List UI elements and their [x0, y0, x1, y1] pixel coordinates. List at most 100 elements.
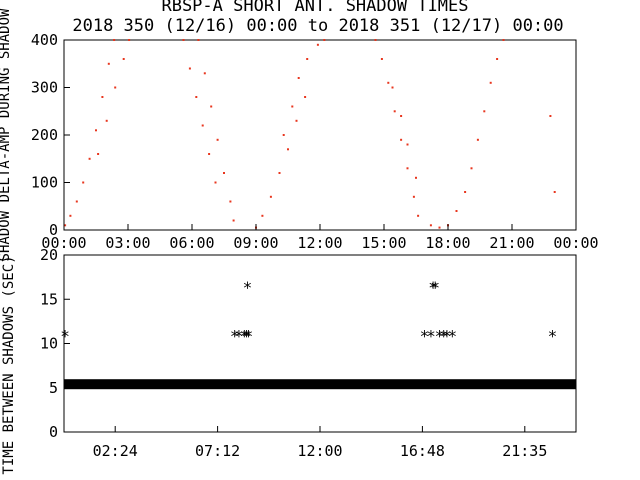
upper-data-point: [188, 67, 191, 70]
upper-data-point: [122, 58, 125, 60]
lower-y-tick-label: 10: [40, 335, 58, 353]
baseline-band: [64, 379, 576, 390]
upper-data-point: [203, 72, 206, 75]
upper-data-point: [208, 153, 211, 155]
upper-data-point: [278, 172, 281, 174]
upper-x-tick-label: 00:00: [41, 234, 86, 252]
upper-data-point: [295, 119, 298, 122]
upper-y-tick-label: 100: [31, 174, 58, 192]
upper-data-point: [455, 210, 458, 212]
upper-data-point: [105, 119, 108, 122]
lower-y-tick-label: 0: [49, 423, 58, 441]
upper-y-tick-label: 0: [49, 221, 58, 239]
lower-panel: * *************** 0 5 10 15 20 02:24 07:12 12:0…: [1, 246, 577, 475]
upper-data-point: [269, 195, 272, 198]
lower-x-tick-label: 07:12: [195, 442, 240, 460]
upper-data-point: [306, 58, 309, 60]
chart-title: RBSP-A SHORT ANT. SHADOW TIMES: [161, 0, 468, 16]
upper-data-point: [429, 224, 432, 227]
lower-y-axis-label: TIME BETWEEN SHADOWS (SEC): [1, 255, 17, 474]
upper-data-point: [101, 96, 104, 98]
upper-data-points: [64, 39, 556, 229]
upper-data-point: [393, 110, 396, 113]
upper-data-point: [483, 110, 486, 113]
upper-data-point: [470, 167, 473, 170]
upper-data-point: [97, 153, 100, 155]
lower-data-point: *: [442, 327, 452, 346]
lower-data-point: *: [435, 327, 445, 346]
upper-data-point: [406, 143, 409, 146]
lower-data-point: *: [239, 327, 249, 346]
upper-data-point: [197, 39, 200, 41]
upper-data-point: [489, 81, 492, 84]
upper-data-point: [316, 43, 319, 46]
upper-x-tick-label: 18:00: [425, 234, 470, 252]
upper-data-point: [113, 39, 116, 41]
lower-y-axis: 0 5 10 15 20: [40, 246, 70, 441]
upper-data-point: [229, 200, 232, 203]
upper-data-point: [128, 39, 131, 41]
lower-x-tick-label: 12:00: [297, 442, 342, 460]
upper-data-point: [476, 138, 479, 141]
upper-data-point: [502, 39, 505, 41]
lower-data-point: *: [420, 327, 430, 346]
upper-y-tick-label: 300: [31, 79, 58, 97]
lower-data-point: *: [439, 327, 449, 346]
lower-y-tick-label: 5: [49, 379, 58, 397]
upper-data-point: [415, 176, 417, 179]
upper-data-point: [75, 200, 78, 203]
upper-data-point: [182, 39, 185, 41]
upper-y-tick-label: 400: [31, 31, 58, 49]
lower-y-tick-label: 20: [40, 246, 58, 264]
upper-data-point: [95, 129, 97, 132]
upper-data-point: [64, 224, 67, 227]
upper-data-point: [304, 96, 307, 98]
upper-data-point: [417, 214, 420, 217]
upper-data-point: [214, 181, 217, 184]
lower-data-point: *: [60, 327, 70, 346]
upper-data-point: [114, 86, 117, 89]
lower-data-point: *: [234, 327, 244, 346]
upper-data-point: [216, 138, 219, 141]
upper-x-tick-label: 12:00: [297, 234, 342, 252]
upper-y-tick-label: 200: [31, 126, 58, 144]
upper-data-point: [287, 148, 289, 151]
upper-data-point: [400, 115, 403, 117]
lower-data-point: *: [244, 327, 254, 346]
upper-data-point: [412, 195, 415, 198]
lower-data-point: *: [430, 278, 440, 297]
upper-data-point: [323, 39, 326, 41]
upper-data-point: [464, 191, 467, 193]
upper-data-point: [201, 124, 204, 127]
lower-data-point: *: [426, 327, 436, 346]
upper-data-point: [232, 219, 235, 222]
upper-y-axis: 0 100 200 300 400: [31, 31, 70, 239]
upper-x-tick-label: 03:00: [105, 234, 150, 252]
lower-data-points: * ***************: [60, 278, 557, 346]
upper-data-point: [261, 214, 264, 217]
upper-x-axis: 00:00 03:00 06:00 09:00 12:00 15:00 18:00 21:00…: [41, 224, 599, 252]
lower-y-tick-label: 15: [40, 290, 58, 308]
upper-data-point: [282, 134, 285, 136]
upper-x-tick-label: 06:00: [169, 234, 214, 252]
upper-data-point: [88, 157, 91, 160]
lower-x-tick-label: 21:35: [502, 442, 547, 460]
upper-x-tick-label: 21:00: [489, 234, 534, 252]
upper-data-point: [380, 58, 383, 60]
upper-data-point: [374, 39, 377, 41]
upper-data-point: [438, 226, 441, 229]
upper-data-point: [107, 62, 110, 65]
upper-data-point: [291, 105, 294, 108]
lower-data-point: *: [243, 278, 253, 297]
upper-y-axis-label: SHADOW DELTA-AMP DURING SHADOW: [0, 8, 13, 261]
upper-x-tick-label: 00:00: [553, 234, 598, 252]
upper-data-point: [223, 172, 225, 174]
chart-subtitle: 2018 350 (12/16) 00:00 to 2018 351 (12/1…: [72, 16, 563, 36]
upper-data-point: [387, 81, 390, 84]
upper-data-point: [297, 77, 300, 79]
lower-data-point: *: [230, 327, 240, 346]
upper-data-point: [391, 86, 394, 89]
upper-data-point: [553, 191, 556, 193]
